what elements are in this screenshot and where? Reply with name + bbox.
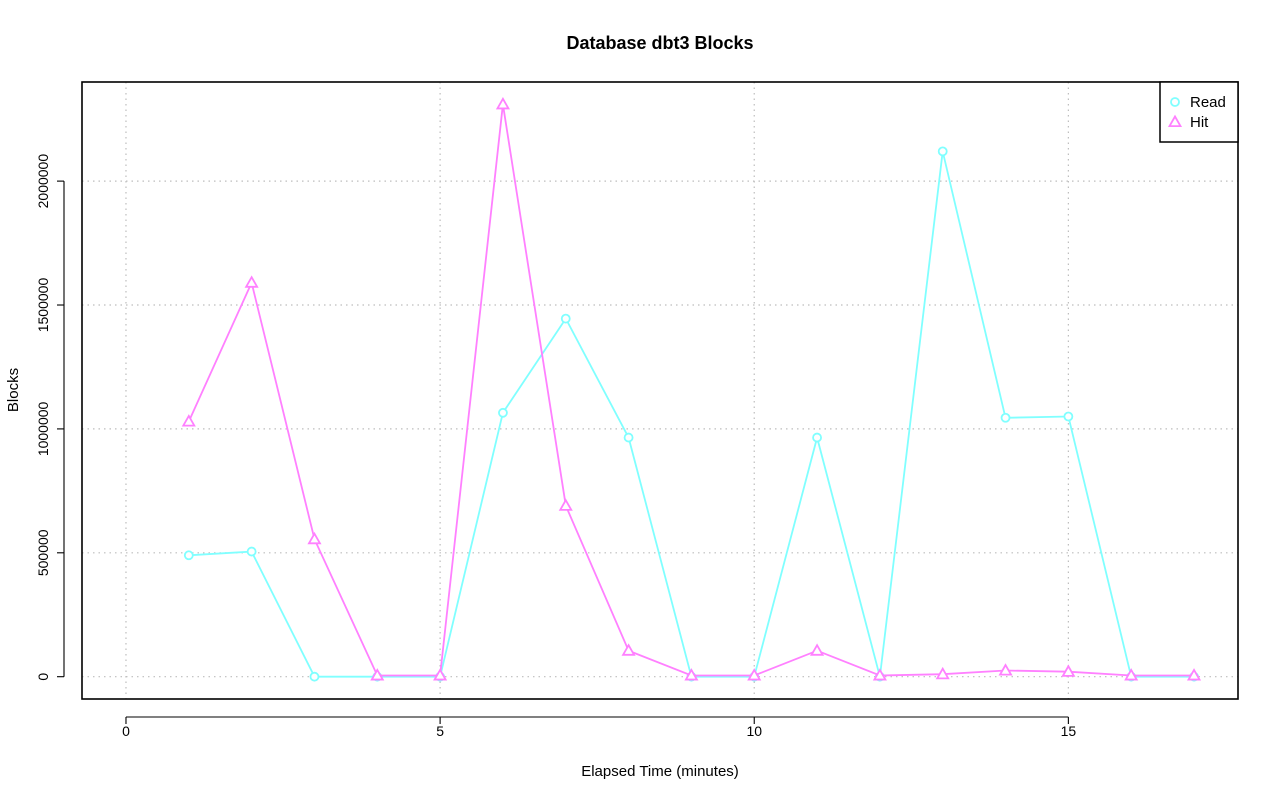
plot-frame (81, 81, 1239, 700)
data-point (812, 432, 822, 443)
x-tick-label: 5 (436, 723, 444, 739)
data-point (810, 643, 825, 656)
legend-label: Read (1190, 94, 1226, 111)
data-point (309, 671, 320, 682)
data-point (1063, 411, 1074, 422)
x-tick-label: 10 (746, 723, 762, 739)
series-line (188, 151, 1194, 678)
y-axis-label: Blocks (5, 368, 22, 412)
data-point (495, 96, 510, 110)
data-point (560, 313, 571, 324)
y-tick-label: 1000000 (35, 401, 51, 456)
x-axis-label: Elapsed Time (minutes) (581, 763, 739, 780)
data-point (935, 666, 950, 680)
legend-box (1159, 81, 1239, 143)
data-point (1000, 412, 1011, 423)
data-point (623, 432, 634, 443)
data-point (558, 498, 573, 511)
data-point (937, 146, 948, 157)
data-point (370, 668, 385, 681)
data-point (498, 407, 508, 418)
legend-item-hit: Hit (1167, 114, 1209, 131)
series-line (187, 104, 1194, 677)
chart-title: Database dbt3 Blocks (566, 33, 753, 53)
legend: Read Hit (1159, 81, 1239, 143)
data-point (181, 414, 196, 427)
data-point (621, 643, 636, 656)
data-point (998, 663, 1013, 676)
data-point (872, 668, 887, 681)
data-point (1061, 664, 1076, 677)
y-tick-label: 1500000 (35, 278, 51, 333)
data-point (684, 668, 699, 681)
series-hit (181, 96, 1202, 681)
data-point (1124, 668, 1139, 681)
series-read (183, 146, 1199, 682)
data-point (183, 550, 194, 561)
data-point (747, 668, 762, 681)
x-tick-label: 15 (1061, 723, 1077, 739)
legend-marker (1167, 114, 1183, 128)
legend-marker (1170, 97, 1180, 107)
data-point (244, 275, 259, 288)
legend-label: Hit (1190, 114, 1209, 131)
y-tick-label: 500000 (35, 529, 51, 576)
legend-item-read: Read (1170, 94, 1226, 111)
data-point (246, 546, 257, 557)
series-layer (181, 96, 1202, 682)
grid (82, 82, 1238, 699)
data-point (1186, 668, 1202, 681)
data-point (433, 668, 448, 681)
y-tick-label: 2000000 (35, 154, 51, 209)
axes: 0 5 10 15 0 500000 1000000 1500000 2000000 (35, 154, 1076, 739)
x-tick-label: 0 (122, 723, 130, 739)
y-tick-label: 0 (35, 673, 51, 681)
data-point (307, 531, 322, 545)
